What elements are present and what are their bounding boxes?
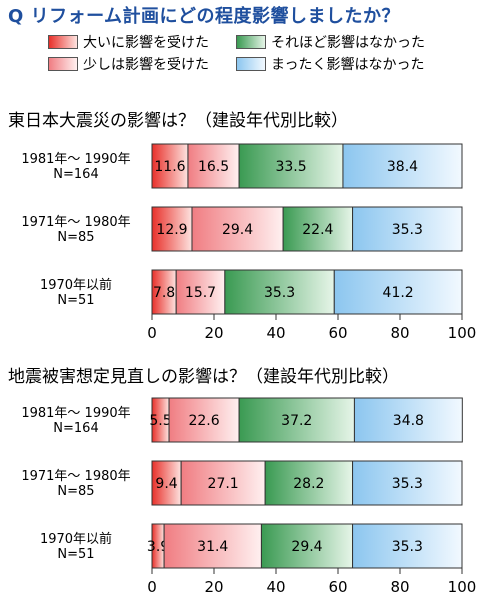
bar-value-label: 5.5	[149, 413, 171, 429]
bar-segment	[260, 523, 354, 569]
bar-segment	[151, 460, 182, 506]
bar-segment	[151, 143, 189, 189]
bar-segment	[168, 397, 240, 443]
legend-label: それほど影響はなかった	[271, 35, 425, 51]
bar-value-label: 35.3	[264, 285, 295, 301]
legend-swatch	[48, 35, 78, 49]
category-label: 1970年以前 N=51	[40, 531, 112, 562]
chart-2-title: 地震被害想定見直しの影響は？（建設年代別比較）	[8, 367, 399, 387]
category-label: 1971年～ 1980年 N=85	[21, 469, 130, 499]
x-tick-label: 100	[448, 578, 477, 596]
chart-damage-estimate-impact: 1981年～ 1990年 N=164 5.5 22.6 37.2 34.8 1971年～ 1…	[21, 397, 477, 596]
x-tick-label: 20	[204, 578, 223, 596]
legend-item-not-much-affected: それほど影響はなかった	[236, 33, 425, 51]
legend-swatch	[236, 35, 266, 49]
bar-segment	[353, 397, 463, 443]
bar-value-label: 15.7	[185, 285, 216, 301]
bar-segment	[352, 460, 463, 506]
x-tick-label: 60	[328, 324, 347, 342]
bar-value-label: 9.4	[155, 476, 177, 492]
bar-segment	[352, 206, 463, 252]
legend-label: まったく影響はなかった	[271, 57, 425, 73]
bar-segment	[187, 143, 240, 189]
x-tick-label: 100	[448, 324, 477, 342]
legend-swatch	[48, 57, 78, 71]
x-tick-label: 60	[328, 578, 347, 596]
bar-value-label: 38.4	[387, 159, 418, 175]
bar-segment	[282, 206, 354, 252]
bar-value-label: 29.4	[222, 222, 253, 238]
legend-item-not-affected: まったく影響はなかった	[236, 55, 424, 73]
bar-value-label: 35.3	[392, 476, 423, 492]
chart-1-title: 東日本大震災の影響は？（建設年代別比較）	[8, 111, 348, 131]
category-label: 1970年以前 N=51	[40, 277, 112, 308]
legend-item-strongly-affected: 大いに影響を受けた	[48, 33, 209, 51]
x-tick-label: 40	[266, 578, 285, 596]
legend-swatch	[236, 57, 266, 71]
x-tick-label: 0	[147, 324, 157, 342]
bar-segment	[151, 206, 193, 252]
bar-segment	[342, 143, 463, 189]
bar-value-label: 34.8	[393, 413, 424, 429]
category-label: 1981年～ 1990年 N=164	[21, 152, 130, 182]
bar-segment	[175, 269, 226, 315]
bar-value-label: 37.2	[281, 413, 312, 429]
category-label: 1981年～ 1990年 N=164	[21, 406, 130, 436]
bar-value-label: 35.3	[392, 222, 423, 238]
bar-segment	[238, 143, 344, 189]
bar-value-label: 12.9	[156, 222, 187, 238]
bar-value-label: 35.3	[392, 539, 423, 555]
bar-value-label: 7.8	[153, 285, 175, 301]
question-title: Q リフォーム計画にどの程度影響しましたか？	[8, 6, 401, 27]
x-tick-label: 80	[390, 324, 409, 342]
bar-segment	[191, 206, 284, 252]
bar-value-label: 27.1	[208, 476, 239, 492]
bar-segment	[264, 460, 354, 506]
bar-value-label: 22.6	[188, 413, 219, 429]
bar-value-label: 11.6	[154, 159, 185, 175]
bar-value-label: 31.4	[197, 539, 228, 555]
x-tick-label: 40	[266, 324, 285, 342]
bar-segment	[180, 460, 266, 506]
bar-value-label: 41.2	[383, 285, 414, 301]
bar-value-label: 16.5	[198, 159, 229, 175]
bar-segment	[238, 397, 355, 443]
x-tick-label: 20	[204, 324, 223, 342]
bar-value-label: 28.2	[293, 476, 324, 492]
legend-item-slightly-affected: 少しは影響を受けた	[48, 55, 209, 73]
bar-segment	[352, 523, 463, 569]
bar-value-label: 33.5	[275, 159, 306, 175]
legend-label: 少しは影響を受けた	[83, 57, 209, 73]
bar-value-label: 22.4	[302, 222, 333, 238]
bar-value-label: 29.4	[291, 539, 322, 555]
bar-segment	[333, 269, 463, 315]
legend-label: 大いに影響を受けた	[83, 35, 209, 51]
chart-earthquake-impact: 1981年～ 1990年 N=164 11.6 16.5 33.5 38.4 1971年～ …	[21, 143, 477, 342]
x-tick-label: 0	[147, 578, 157, 596]
category-label: 1971年～ 1980年 N=85	[21, 215, 130, 245]
x-tick-label: 80	[390, 578, 409, 596]
